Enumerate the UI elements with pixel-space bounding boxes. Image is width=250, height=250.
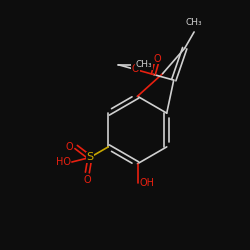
Text: CH₃: CH₃ [186, 18, 202, 28]
Text: OH: OH [140, 178, 155, 188]
Text: HO: HO [56, 157, 70, 167]
Text: O: O [154, 54, 162, 64]
Text: O: O [66, 142, 74, 152]
Text: O: O [84, 175, 91, 185]
Text: O: O [132, 64, 139, 74]
Text: S: S [86, 152, 94, 162]
Text: CH₃: CH₃ [136, 60, 152, 69]
